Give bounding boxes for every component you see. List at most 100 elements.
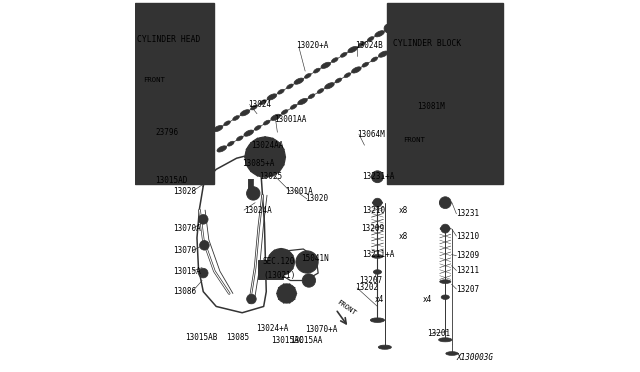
Text: (13021): (13021) [264, 271, 296, 280]
Circle shape [279, 260, 284, 264]
Text: 13024B: 13024B [355, 41, 383, 50]
Text: 13015AB: 13015AB [185, 333, 217, 343]
Circle shape [182, 142, 202, 163]
Ellipse shape [240, 110, 250, 116]
Circle shape [246, 187, 260, 200]
Text: 13201: 13201 [428, 329, 451, 338]
Ellipse shape [246, 163, 249, 166]
Ellipse shape [271, 173, 274, 176]
Text: 23796: 23796 [155, 128, 178, 137]
Circle shape [158, 72, 167, 81]
Circle shape [438, 94, 456, 112]
Ellipse shape [274, 272, 276, 274]
Circle shape [441, 224, 450, 233]
Ellipse shape [264, 175, 266, 178]
Circle shape [397, 73, 404, 80]
Circle shape [455, 151, 462, 158]
Circle shape [202, 243, 207, 247]
Ellipse shape [291, 255, 293, 257]
Circle shape [281, 288, 292, 299]
Circle shape [188, 106, 196, 115]
Ellipse shape [298, 99, 307, 105]
Circle shape [249, 297, 253, 301]
Ellipse shape [263, 120, 270, 125]
Circle shape [397, 151, 404, 158]
Circle shape [173, 122, 182, 131]
Text: 13231: 13231 [456, 209, 479, 218]
Circle shape [252, 144, 278, 170]
Text: 13020+A: 13020+A [296, 41, 328, 50]
Circle shape [302, 274, 316, 287]
Text: SEC.120: SEC.120 [262, 257, 295, 266]
Ellipse shape [289, 283, 291, 286]
Circle shape [396, 94, 414, 112]
Ellipse shape [332, 58, 338, 62]
Text: 13085: 13085 [227, 333, 250, 342]
Ellipse shape [227, 141, 234, 146]
Circle shape [436, 73, 443, 80]
Ellipse shape [372, 201, 383, 205]
Ellipse shape [278, 89, 284, 94]
Ellipse shape [267, 261, 270, 263]
Ellipse shape [295, 293, 297, 294]
Ellipse shape [269, 267, 271, 269]
Text: 13028: 13028 [173, 187, 196, 196]
Text: 13015AA: 13015AA [291, 336, 323, 346]
Ellipse shape [281, 110, 288, 115]
Text: CYLINDER BLOCK: CYLINDER BLOCK [394, 39, 461, 48]
Circle shape [277, 284, 296, 303]
Circle shape [200, 240, 209, 250]
Ellipse shape [362, 62, 369, 67]
Circle shape [417, 120, 435, 137]
Circle shape [438, 120, 456, 137]
Circle shape [245, 137, 285, 177]
Ellipse shape [308, 94, 315, 99]
Circle shape [384, 24, 393, 33]
Ellipse shape [282, 163, 284, 166]
Text: FRONT: FRONT [336, 299, 357, 316]
Ellipse shape [289, 301, 291, 304]
Circle shape [150, 54, 159, 62]
Ellipse shape [276, 293, 278, 294]
Text: 13085+A: 13085+A [242, 159, 275, 168]
Ellipse shape [321, 62, 330, 68]
Ellipse shape [324, 83, 334, 89]
Ellipse shape [217, 146, 227, 152]
Text: 15041N: 15041N [301, 254, 329, 263]
Circle shape [460, 120, 477, 137]
Ellipse shape [269, 255, 271, 257]
Ellipse shape [440, 227, 451, 231]
Ellipse shape [283, 156, 286, 158]
Ellipse shape [293, 298, 295, 300]
Text: 13024+A: 13024+A [256, 324, 289, 333]
Text: 13070: 13070 [173, 246, 196, 255]
Circle shape [296, 251, 318, 273]
Ellipse shape [305, 73, 311, 78]
Circle shape [268, 248, 294, 275]
Circle shape [396, 120, 414, 137]
Ellipse shape [282, 148, 284, 151]
Ellipse shape [372, 254, 383, 258]
Text: x4: x4 [423, 295, 432, 304]
Text: X130003G: X130003G [456, 353, 493, 362]
Ellipse shape [280, 248, 282, 251]
Ellipse shape [246, 148, 249, 151]
Ellipse shape [267, 94, 276, 100]
Ellipse shape [335, 78, 342, 83]
Ellipse shape [280, 273, 282, 276]
Ellipse shape [271, 138, 274, 141]
Ellipse shape [367, 36, 374, 42]
Ellipse shape [271, 114, 280, 121]
Text: x8: x8 [399, 206, 408, 215]
Text: 13001AA: 13001AA [274, 115, 306, 124]
Text: 13001A: 13001A [285, 187, 312, 196]
Circle shape [198, 268, 208, 278]
Text: 13024A: 13024A [244, 206, 272, 215]
Circle shape [154, 109, 163, 118]
Text: 13209: 13209 [456, 251, 479, 260]
Ellipse shape [351, 67, 361, 73]
Ellipse shape [278, 298, 280, 300]
Ellipse shape [446, 352, 458, 355]
Ellipse shape [344, 73, 351, 78]
Circle shape [417, 151, 424, 158]
